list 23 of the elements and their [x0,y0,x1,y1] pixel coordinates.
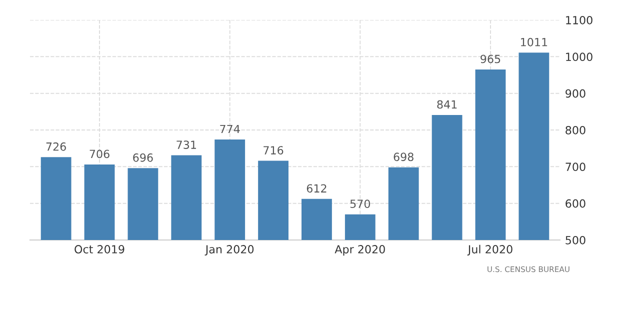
data-label: 726 [46,142,66,151]
x-tick-label: Jan 2020 [204,245,254,256]
data-label: 716 [264,146,284,154]
x-tick-label: Oct 2019 [74,245,124,254]
data-label: 706 [90,150,110,158]
y-tick-label: 600 [566,199,586,208]
y-tick-label: 500 [566,236,586,244]
data-label: 731 [176,140,196,149]
x-tick-label: Jul 2020 [467,244,512,256]
y-tick-label: 1100 [566,16,592,24]
y-tick-label: 900 [566,89,586,98]
data-label: 698 [394,152,414,162]
data-label: 696 [133,153,153,162]
data-label: 774 [220,124,240,134]
data-label: 1011 [521,38,548,46]
data-label: 841 [437,100,457,109]
x-tick-label: Apr 2020 [334,245,385,256]
y-tick-label: 800 [566,126,586,134]
y-tick-label: 700 [566,162,586,172]
data-label: 965 [480,54,500,64]
data-label: 570 [350,200,370,208]
data-label: 612 [306,184,326,193]
y-tick-label: 1000 [566,52,592,62]
